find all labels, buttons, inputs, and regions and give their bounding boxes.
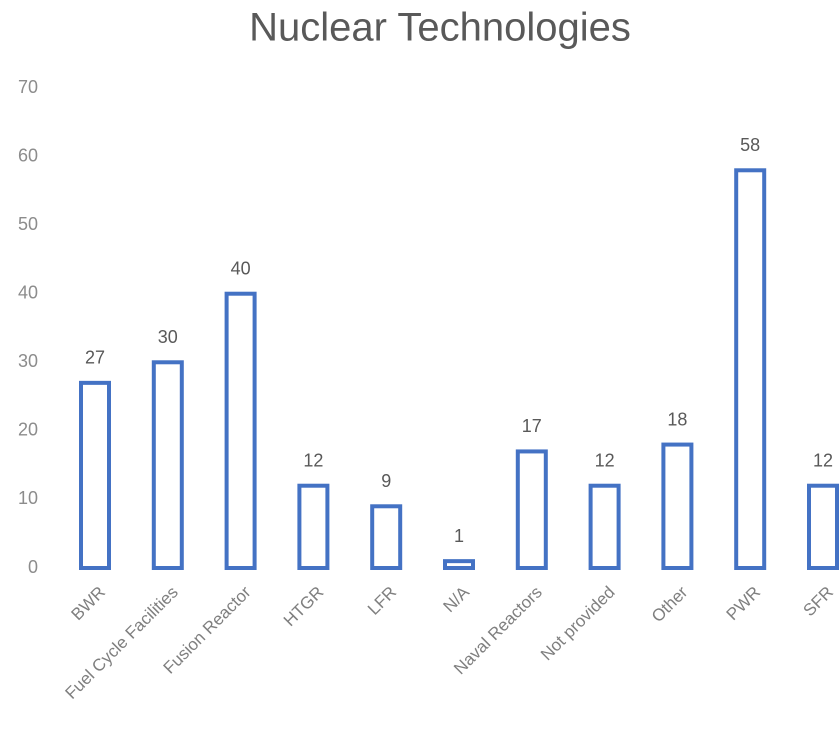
value-label: 18 [667,409,687,429]
bar [443,559,475,571]
bar [515,449,548,570]
value-label: 40 [231,258,251,278]
bar [734,168,767,571]
value-label: 30 [158,327,178,347]
value-label: 58 [740,135,760,155]
bar [151,360,184,570]
bar [370,504,403,570]
x-tick-label: N/A [440,582,474,616]
x-tick-label: Not provided [537,583,619,665]
x-tick-label: SFR [800,583,837,620]
y-tick-label: 70 [18,77,38,97]
value-label: 12 [595,450,615,470]
y-tick-label: 20 [18,420,38,440]
bar [297,483,330,571]
y-tick-label: 40 [18,282,38,302]
y-tick-label: 0 [28,557,38,577]
value-label: 1 [454,526,464,546]
x-tick-label: Other [648,582,692,626]
y-tick-label: 60 [18,145,38,165]
x-tick-label: HTGR [280,583,327,630]
x-tick-label: PWR [723,583,764,624]
y-tick-label: 30 [18,351,38,371]
value-label: 9 [381,471,391,491]
bar [807,483,839,571]
value-label: 27 [85,348,105,368]
bar [224,291,257,570]
y-tick-label: 50 [18,214,38,234]
bar [588,483,621,571]
x-tick-label: BWR [68,583,109,624]
bar [661,442,694,571]
x-tick-label: LFR [364,583,400,619]
value-label: 12 [303,450,323,470]
bar [79,380,111,570]
value-label: 17 [522,416,542,436]
y-tick-label: 10 [18,488,38,508]
chart-title: Nuclear Technologies [249,6,631,50]
value-label: 12 [813,450,833,470]
